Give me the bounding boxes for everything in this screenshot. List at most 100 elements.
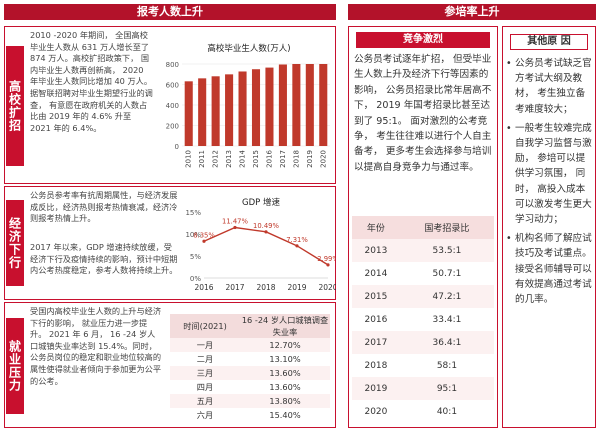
bar [251,69,261,146]
right-header: 参培率上升 [348,4,596,20]
table-cell: 2020 [364,406,388,417]
table-cell: 一月 [170,338,240,352]
other-reasons-list: • 公务员考试缺乏官方考试大纲及教材， 考生独立备考难度较大； • 一般考生较难完成… [506,56,594,307]
x-tick-label: 2015 [252,150,260,168]
side-label-employment: 就业压力 [6,318,24,414]
bar [184,81,193,146]
list-item: • 公务员考试缺乏官方考试大纲及教材， 考生独立备考难度较大； [506,56,594,117]
section-economy [4,186,336,300]
y-tick-label: 400 [166,102,179,110]
table-cell: 2018 [364,360,388,371]
table-cell: 13.60% [240,366,330,380]
y-tick-label: 5% [190,253,201,261]
bar [225,74,234,146]
table-cell: 三月 [170,366,240,380]
data-label: 2.99% [317,255,336,263]
table-cell: 2017 [352,331,400,354]
table-cell: 36.4:1 [399,331,494,354]
bar [292,64,301,146]
table-cell: 40:1 [436,406,458,417]
table-cell: 2014 [364,268,388,279]
bar [238,71,247,146]
x-tick-label: 2019 [287,283,306,292]
employment-text: 受国内高校毕业生人数的上升与经济下行的影响， 就业压力进一步提升。 2021 年… [30,306,162,386]
data-label: 7.31% [286,236,308,244]
x-tick-label: 2020 [319,150,327,168]
bullet-icon: • [506,233,512,245]
data-point [264,230,268,234]
list-item-text: 一般考生较难完成自我学习监督与激励， 参培可以提供学习氛围， 同时， 高投入成本… [515,122,592,226]
y-tick-label: 10% [185,231,201,239]
side-label-economy: 经济下行 [6,200,24,286]
bullet-icon: • [506,122,512,134]
grad-chart-title: 高校毕业生人数(万人) [207,44,291,54]
competition-panel [348,26,498,428]
section-expansion [4,26,336,184]
table-cell: 2016 [364,314,388,325]
y-tick-label: 200 [166,123,179,131]
bar [198,78,207,146]
economy-text-b: 2017 年以来，GDP 增速持续放缓，受经济下行及疫情持续的影响，预计中短期内… [30,242,178,276]
table-header: 年份 [352,216,400,239]
list-item-text: 公务员考试缺乏官方考试大纲及教材， 考生独立备考难度较大； [515,58,592,115]
table-cell: 五月 [170,394,240,408]
left-header: 报考人数上升 [4,4,336,20]
x-tick-label: 2018 [292,150,300,168]
competition-text: 公务员考试逐年扩招， 但受毕业生人数上升及经济下行等因素的影响， 公务员招录比常… [354,54,492,173]
gdp-line-chart: 0% 5% 10% 15% 8.35% 2016 11.47% 2017 10.49% 2018 7… [185,209,336,292]
bar [305,64,314,146]
y-tick-label: 800 [166,61,179,69]
bar [278,64,287,146]
x-tick-label: 2017 [279,150,287,168]
table-cell: 58:1 [436,360,458,371]
table-header: 16 -24 岁人口城镇调查失业率 [240,314,330,338]
other-reasons-panel [502,26,596,428]
gdp-chart-title: GDP 增速 [242,198,280,208]
x-tick-label: 2016 [194,283,213,292]
table-cell: 2015 [352,285,400,308]
x-tick-label: 2013 [225,150,233,168]
table-cell: 95:1 [399,377,494,400]
table-cell: 二月 [196,354,214,364]
table-cell: 50.7:1 [432,268,462,279]
x-tick-label: 2012 [212,150,220,168]
table-cell: 53.5:1 [399,239,494,262]
x-tick-label: 2019 [306,150,314,168]
y-tick-label: 0% [190,275,201,283]
table-cell: 13.80% [240,394,330,408]
bar [319,64,328,146]
data-point [295,244,299,248]
data-label: 10.49% [253,222,279,230]
section-employment [4,302,336,428]
ratio-table: 年份 国考招录比 2013 53.5:1 2014 50.7:1 2015 47.2:1… [352,216,494,423]
competition-header: 竞争激烈 [356,32,490,48]
data-point [233,225,237,230]
x-tick-label: 2018 [256,283,275,292]
bar [265,67,274,146]
x-tick-label: 2014 [239,149,247,167]
unemployment-table: 时间(2021) 16 -24 岁人口城镇调查失业率 一月 12.70% 二月 13… [170,314,330,422]
y-tick-label: 600 [166,82,179,90]
table-header: 国考招录比 [399,216,494,239]
bar [211,76,220,146]
data-label: 8.35% [193,231,215,239]
expansion-text: 2010 -2020 年期间， 全国高校毕业生人数从 631 万人增长至了 87… [30,30,153,133]
list-item-text: 机构名师了解应试技巧及考试重点。 接受名师辅导可以有效提高通过考试的几率。 [515,233,592,306]
list-item: • 一般考生较难完成自我学习监督与激励， 参培可以提供学习氛围， 同时， 高投入成… [506,121,594,227]
table-cell: 2013 [352,239,400,262]
table-cell: 13.10% [269,354,301,364]
data-label: 11.47% [222,218,248,226]
y-tick-label: 0 [175,143,179,151]
table-cell: 六月 [196,410,214,420]
data-point [202,239,206,243]
table-cell: 四月 [196,382,214,392]
table-cell: 12.70% [240,338,330,352]
x-tick-label: 2017 [225,283,244,292]
economy-text-a: 公务员参考率有抗周期属性，与经济发展成反比，经济热则报考热情衰减，经济冷则报考热… [30,190,178,224]
x-tick-label: 2011 [198,150,206,168]
bullet-icon: • [506,58,512,69]
x-tick-label: 2016 [265,149,273,167]
table-cell: 33.4:1 [432,314,462,325]
x-tick-label: 2020 [318,283,336,292]
data-point [326,263,330,267]
